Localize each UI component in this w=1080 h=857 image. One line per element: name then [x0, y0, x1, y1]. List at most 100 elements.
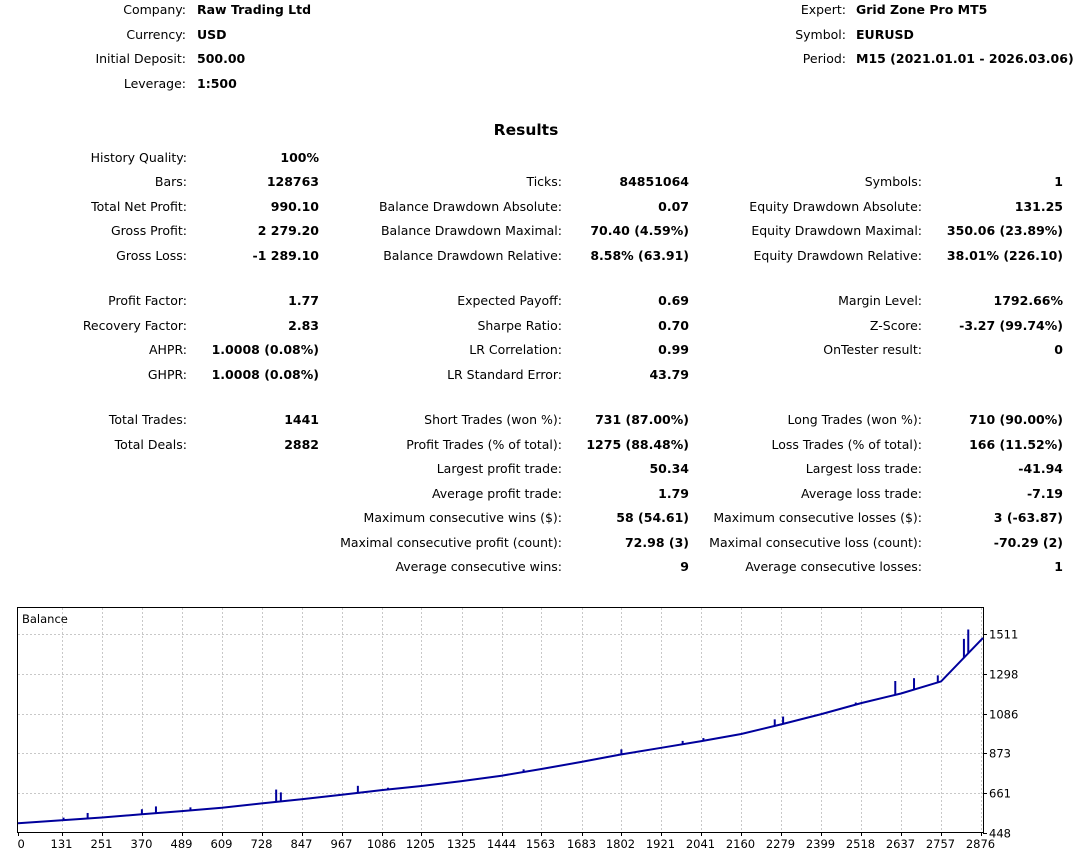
equity-drawdown-absolute-label: Equity Drawdown Absolute: — [749, 199, 922, 214]
margin-level-label: Margin Level: — [838, 293, 922, 308]
gross-profit-label: Gross Profit: — [110, 223, 187, 238]
z-score-label: Z-Score: — [869, 318, 922, 333]
currency-label: Currency: — [126, 27, 186, 42]
profit-trades-value: 1275 (88.48%) — [586, 437, 689, 452]
loss-trades-value: 166 (11.52%) — [969, 437, 1063, 452]
y-tick-label: 1511 — [989, 628, 1018, 642]
x-tick-label: 251 — [91, 837, 113, 851]
profit-trades-label: Profit Trades (% of total): — [406, 437, 562, 452]
margin-level-value: 1792.66% — [993, 293, 1063, 308]
profit-factor-value: 1.77 — [288, 293, 319, 308]
equity-drawdown-relative-value: 38.01% (226.10) — [946, 248, 1063, 263]
company-value: Raw Trading Ltd — [197, 2, 312, 17]
expert-value: Grid Zone Pro MT5 — [856, 2, 988, 17]
x-tick-label: 2637 — [886, 837, 915, 851]
x-tick-label: 2876 — [966, 837, 995, 851]
lr-standard-error-label: LR Standard Error: — [447, 367, 562, 382]
loss-trades-label: Loss Trades (% of total): — [771, 437, 922, 452]
x-tick-label: 2160 — [726, 837, 755, 851]
expected-payoff-value: 0.69 — [658, 293, 689, 308]
results-title: Results — [493, 121, 559, 139]
x-axis-ticks: 0 131 251 370 489 609 728 847 967 1086 1205 1325 144… — [18, 832, 995, 851]
gross-profit-value: 2 279.20 — [257, 223, 319, 238]
largest-loss-trade-value: -41.94 — [1018, 461, 1063, 476]
short-trades-value: 731 (87.00%) — [595, 412, 689, 427]
ghpr-value: 1.0008 (0.08%) — [211, 367, 319, 382]
x-tick-label: 2757 — [926, 837, 955, 851]
max-consecutive-wins-label: Maximum consecutive wins ($): — [363, 510, 562, 525]
x-tick-label: 1563 — [526, 837, 555, 851]
ahpr-value: 1.0008 (0.08%) — [211, 342, 319, 357]
long-trades-value: 710 (90.00%) — [969, 412, 1063, 427]
x-tick-label: 0 — [18, 837, 25, 851]
equity-drawdown-maximal-label: Equity Drawdown Maximal: — [751, 223, 922, 238]
total-net-profit-value: 990.10 — [270, 199, 319, 214]
largest-profit-trade-label: Largest profit trade: — [436, 461, 562, 476]
symbol-value: EURUSD — [856, 27, 914, 42]
maximal-consecutive-loss-value: -70.29 (2) — [993, 535, 1063, 550]
ontester-result-value: 0 — [1054, 342, 1063, 357]
maximal-consecutive-profit-value: 72.98 (3) — [624, 535, 689, 550]
recovery-factor-label: Recovery Factor: — [82, 318, 187, 333]
x-tick-label: 131 — [51, 837, 73, 851]
symbols-value: 1 — [1054, 174, 1063, 189]
x-tick-label: 489 — [171, 837, 193, 851]
average-consecutive-wins-label: Average consecutive wins: — [395, 559, 562, 574]
z-score-value: -3.27 (99.74%) — [959, 318, 1063, 333]
history-quality-value: 100% — [280, 150, 319, 165]
x-tick-label: 967 — [331, 837, 353, 851]
balance-drawdown-maximal-value: 70.40 (4.59%) — [590, 223, 689, 238]
initial-deposit-value: 500.00 — [197, 51, 246, 66]
period-label: Period: — [802, 51, 846, 66]
recovery-factor-value: 2.83 — [288, 318, 319, 333]
equity-drawdown-maximal-value: 350.06 (23.89%) — [946, 223, 1063, 238]
x-tick-label: 609 — [211, 837, 233, 851]
balance-drawdown-relative-label: Balance Drawdown Relative: — [383, 248, 562, 263]
x-tick-label: 728 — [251, 837, 273, 851]
lr-correlation-value: 0.99 — [658, 342, 689, 357]
x-tick-label: 847 — [291, 837, 313, 851]
y-axis-ticks: 448 661 873 1086 1298 1511 — [983, 628, 1018, 841]
x-tick-label: 2279 — [766, 837, 795, 851]
average-profit-trade-value: 1.79 — [658, 486, 689, 501]
profit-factor-label: Profit Factor: — [108, 293, 187, 308]
bars-label: Bars: — [154, 174, 187, 189]
expert-label: Expert: — [800, 2, 846, 17]
average-consecutive-losses-label: Average consecutive losses: — [745, 559, 922, 574]
maximal-consecutive-loss-label: Maximal consecutive loss (count): — [709, 535, 922, 550]
largest-profit-trade-value: 50.34 — [649, 461, 689, 476]
leverage-value: 1:500 — [197, 76, 237, 91]
max-consecutive-wins-value: 58 (54.61) — [616, 510, 689, 525]
lr-standard-error-value: 43.79 — [649, 367, 689, 382]
lr-correlation-label: LR Correlation: — [469, 342, 562, 357]
history-quality-label: History Quality: — [90, 150, 187, 165]
x-tick-label: 1086 — [367, 837, 396, 851]
x-tick-label: 2041 — [686, 837, 715, 851]
x-tick-label: 370 — [131, 837, 153, 851]
total-net-profit-label: Total Net Profit: — [91, 199, 187, 214]
y-tick-label: 448 — [989, 827, 1011, 841]
total-trades-value: 1441 — [284, 412, 319, 427]
period-value: M15 (2021.01.01 - 2026.03.06) — [856, 51, 1074, 66]
sharpe-ratio-label: Sharpe Ratio: — [477, 318, 562, 333]
x-tick-label: 1444 — [487, 837, 516, 851]
average-loss-trade-label: Average loss trade: — [801, 486, 922, 501]
equity-drawdown-relative-label: Equity Drawdown Relative: — [753, 248, 922, 263]
symbols-label: Symbols: — [864, 174, 922, 189]
total-deals-label: Total Deals: — [114, 437, 187, 452]
company-label: Company: — [123, 2, 186, 17]
total-deals-value: 2882 — [284, 437, 319, 452]
x-tick-label: 1802 — [606, 837, 635, 851]
maximal-consecutive-profit-label: Maximal consecutive profit (count): — [340, 535, 562, 550]
ontester-result-label: OnTester result: — [823, 342, 922, 357]
expected-payoff-label: Expected Payoff: — [457, 293, 562, 308]
y-tick-label: 873 — [989, 747, 1011, 761]
x-tick-label: 1325 — [447, 837, 476, 851]
balance-line — [17, 637, 984, 825]
largest-loss-trade-label: Largest loss trade: — [805, 461, 922, 476]
currency-value: USD — [197, 27, 227, 42]
x-tick-label: 2399 — [806, 837, 835, 851]
ahpr-label: AHPR: — [148, 342, 187, 357]
total-trades-label: Total Trades: — [108, 412, 187, 427]
